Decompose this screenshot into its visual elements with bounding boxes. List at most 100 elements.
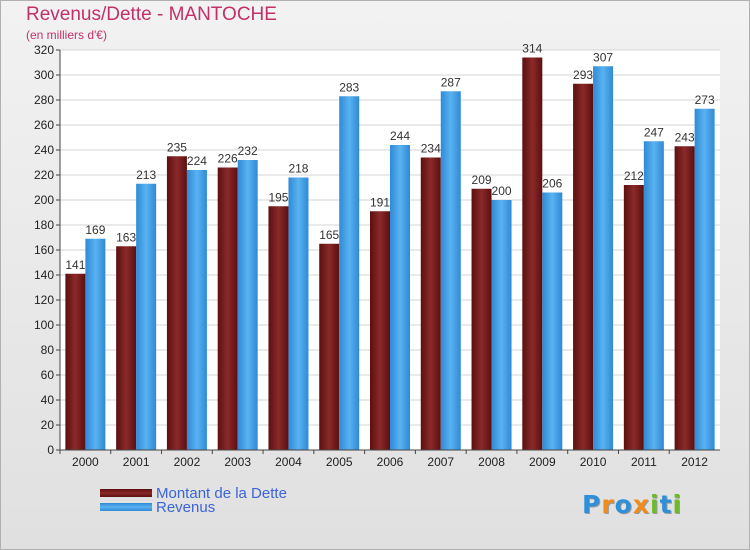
y-tick-label: 280	[34, 93, 54, 107]
x-tick-label: 2005	[326, 455, 353, 469]
data-label-revenue: 218	[288, 162, 308, 176]
bar-debt	[471, 188, 492, 450]
bar-revenue	[593, 66, 614, 450]
bar-revenue	[440, 91, 461, 450]
y-tick-label: 300	[34, 68, 54, 82]
data-label-debt: 163	[116, 230, 136, 244]
y-tick-label: 120	[34, 293, 54, 307]
bar-revenue	[491, 200, 512, 450]
legend-item-debt: Montant de la Dette	[100, 484, 287, 502]
y-tick-label: 260	[34, 118, 54, 132]
x-tick-label: 2001	[123, 455, 150, 469]
y-tick-label: 140	[34, 268, 54, 282]
logo-letter: t	[659, 490, 673, 519]
data-label-debt: 234	[421, 142, 441, 156]
data-label-revenue: 169	[85, 223, 105, 237]
bar-debt	[573, 83, 594, 450]
logo-letter: i	[672, 490, 683, 519]
logo-letter: i	[650, 490, 660, 519]
data-label-revenue: 287	[441, 75, 461, 89]
data-label-debt: 293	[573, 68, 593, 82]
y-tick-label: 100	[34, 318, 54, 332]
logo-letter: r	[601, 490, 615, 519]
y-tick-label: 60	[41, 368, 55, 382]
bar-revenue	[542, 192, 563, 450]
y-tick-label: 20	[41, 418, 55, 432]
data-label-debt: 141	[65, 258, 85, 272]
bar-debt	[420, 157, 441, 450]
bar-revenue	[136, 183, 157, 450]
axes: 0 20 40 60 80 100 120 140 160 180 200 220 240 260 280 3…	[34, 43, 720, 469]
bars	[65, 57, 715, 450]
data-label-revenue: 247	[644, 125, 664, 139]
data-label-revenue: 224	[187, 154, 207, 168]
data-label-debt: 226	[218, 152, 238, 166]
legend-swatch-revenue	[100, 503, 152, 511]
y-tick-label: 320	[34, 43, 54, 57]
logo-letter: P	[582, 490, 602, 519]
x-tick-label: 2000	[72, 455, 99, 469]
data-label-revenue: 200	[492, 184, 512, 198]
legend-label-revenue: Revenus	[156, 498, 216, 516]
x-tick-label: 2008	[478, 455, 505, 469]
data-label-revenue: 206	[542, 177, 562, 191]
x-tick-label: 2010	[580, 455, 607, 469]
legend-swatch-debt	[100, 489, 152, 497]
proxiti-logo: Proxiti	[582, 490, 682, 519]
x-tick-label: 2002	[174, 455, 201, 469]
bar-revenue	[643, 141, 664, 450]
data-label-revenue: 244	[390, 129, 410, 143]
x-tick-label: 2011	[631, 455, 657, 469]
y-tick-label: 200	[34, 193, 54, 207]
bar-debt	[319, 243, 340, 450]
logo-letter: o	[614, 490, 633, 519]
bar-debt	[522, 57, 543, 450]
y-tick-label: 40	[41, 393, 55, 407]
bar-debt	[623, 185, 644, 450]
bar-debt	[65, 273, 86, 450]
data-label-revenue: 213	[136, 168, 156, 182]
data-label-debt: 191	[370, 195, 390, 209]
data-label-debt: 195	[268, 190, 288, 204]
data-label-revenue: 283	[339, 80, 359, 94]
bar-revenue	[85, 238, 106, 450]
bar-revenue	[339, 96, 360, 450]
data-label-debt: 165	[319, 228, 339, 242]
legend-label-debt: Montant de la Dette	[156, 484, 287, 502]
bar-debt	[166, 156, 187, 450]
data-label-revenue: 273	[695, 93, 715, 107]
y-tick-label: 240	[34, 143, 54, 157]
x-tick-label: 2003	[224, 455, 251, 469]
data-label-debt: 243	[675, 130, 695, 144]
bar-revenue	[288, 177, 309, 450]
bar-debt	[674, 146, 695, 450]
bar-debt	[217, 167, 238, 450]
chart-title: Revenus/Dette - MANTOCHE	[26, 4, 277, 25]
data-label-revenue: 307	[593, 50, 613, 64]
bar-revenue	[186, 170, 207, 450]
x-tick-label: 2006	[377, 455, 404, 469]
y-tick-label: 0	[47, 443, 54, 457]
chart-subtitle: (en milliers d'€)	[26, 28, 107, 42]
y-tick-label: 160	[34, 243, 54, 257]
bar-revenue	[237, 160, 258, 450]
bar-revenue	[390, 145, 410, 450]
legend: Montant de la Dette Revenus	[100, 484, 287, 516]
logo-letter: x	[632, 490, 650, 519]
x-tick-label: 2009	[529, 455, 556, 469]
bar-debt	[268, 206, 289, 450]
legend-item-revenue: Revenus	[100, 498, 287, 516]
data-label-debt: 235	[167, 140, 187, 154]
data-label-debt: 314	[522, 42, 542, 56]
y-tick-label: 180	[34, 218, 54, 232]
x-tick-label: 2004	[275, 455, 302, 469]
y-tick-label: 220	[34, 168, 54, 182]
x-tick-label: 2007	[427, 455, 454, 469]
x-tick-label: 2012	[681, 455, 708, 469]
bar-debt	[116, 246, 137, 450]
data-label-revenue: 232	[238, 144, 258, 158]
bar-revenue	[694, 108, 715, 450]
data-label-debt: 209	[472, 173, 492, 187]
